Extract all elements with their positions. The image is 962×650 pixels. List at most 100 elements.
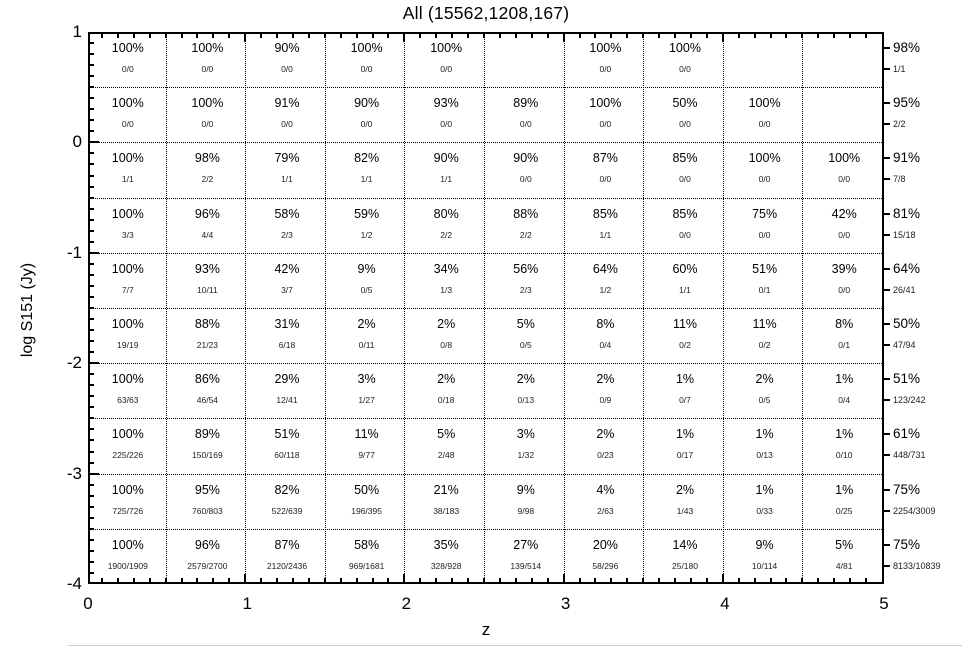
y-axis-tick [90, 229, 94, 232]
x-axis-tick [307, 578, 310, 582]
row-total: 98% 1/1 [893, 32, 962, 87]
x-axis-tick [132, 578, 135, 582]
cell-fraction: 0/0 [121, 64, 134, 74]
grid-cell: 79% 1/1 [247, 142, 327, 197]
x-axis-tick [833, 34, 836, 38]
cell-percent: 100% [111, 261, 144, 276]
grid-line-horizontal [90, 528, 882, 530]
y-axis-tick [90, 516, 94, 519]
grid-cell: 100% 19/19 [88, 308, 168, 363]
y-tick-label: -1 [66, 242, 82, 262]
plot-frame: 100% 0/0 100% 0/0 90% 0/0 100% 0/0 100% 0/0 100% 0/… [88, 32, 884, 584]
x-axis-tick [116, 34, 119, 38]
grid-cell: 2% 0/13 [486, 363, 566, 418]
right-axis-tick [883, 344, 890, 346]
cell-fraction: 63/63 [117, 395, 139, 406]
cell-fraction: 0/17 [676, 450, 694, 461]
grid-cell: 51% 0/1 [725, 253, 805, 308]
cell-fraction: 1/1 [360, 174, 373, 185]
grid-cell: 89% 150/169 [168, 418, 248, 473]
cell-fraction: 2/2 [519, 229, 532, 240]
x-axis-tick [403, 574, 406, 582]
x-axis-tick [865, 34, 868, 38]
y-axis-tick [90, 185, 94, 188]
cell-percent: 85% [592, 206, 618, 221]
cell-percent: 100% [111, 372, 144, 387]
cell-percent: 11% [354, 427, 379, 442]
cell-fraction: 4/81 [835, 560, 853, 571]
cell-percent: 1% [835, 427, 854, 442]
cell-fraction: 0/0 [281, 64, 293, 74]
grid-cell: 98% 2/2 [168, 142, 248, 197]
y-axis-tick [90, 472, 99, 475]
row-total-percent: 50% [893, 316, 921, 331]
cell-percent: 1% [675, 372, 695, 387]
cell-fraction: 0/33 [756, 505, 773, 516]
y-axis-tick [90, 505, 94, 508]
cell-fraction: 0/0 [679, 119, 691, 130]
row-total: 61% 448/731 [893, 418, 962, 473]
y-axis-tick [90, 571, 94, 574]
cell-fraction: 0/0 [758, 174, 771, 185]
x-axis-tick [148, 34, 151, 38]
right-axis-tick [883, 267, 890, 270]
cell-percent: 9% [755, 537, 774, 552]
grid-cell: 89% 0/0 [486, 87, 566, 142]
grid-cell: 1% 0/25 [804, 474, 884, 529]
right-axis-tick [883, 68, 890, 70]
cell-percent: 14% [672, 537, 698, 552]
cell-fraction: 25/180 [671, 560, 698, 571]
cell-fraction: 3/7 [281, 284, 293, 295]
row-total-fraction: 1/1 [893, 64, 906, 74]
grid-line-horizontal [90, 197, 882, 199]
grid-cell: 8% 0/1 [804, 308, 884, 363]
x-axis-tick [785, 34, 788, 38]
x-axis-tick [419, 578, 422, 582]
x-axis-tick [260, 34, 263, 38]
cell-percent: 90% [274, 41, 300, 55]
cell-fraction: 1/2 [360, 229, 373, 240]
row-total-percent: 75% [893, 536, 921, 552]
y-axis-tick [90, 262, 94, 265]
cell-fraction: 725/726 [112, 505, 144, 516]
cell-percent: 100% [589, 41, 622, 55]
cell-fraction: 1/43 [676, 505, 694, 516]
y-axis-tick [90, 273, 94, 276]
grid-cell: 82% 1/1 [327, 142, 407, 197]
x-axis-tick [100, 578, 103, 582]
cell-fraction: 7/7 [121, 284, 134, 295]
y-axis-tick [90, 329, 94, 332]
cell-percent: 90% [513, 151, 539, 166]
grid-cell: 100% 0/0 [566, 87, 646, 142]
cell-percent: 100% [111, 537, 144, 552]
cell-percent: 2% [437, 372, 456, 387]
cell-fraction: 0/23 [597, 450, 614, 461]
row-total-percent: 51% [893, 371, 921, 387]
x-axis-tick [689, 578, 692, 582]
grid-cell: 100% 0/0 [566, 32, 646, 87]
cell-fraction: 139/514 [510, 560, 542, 571]
grid-cell: 1% 0/17 [645, 418, 725, 473]
y-axis-tick [90, 75, 94, 78]
grid-cell: 96% 2579/2700 [168, 529, 248, 584]
grid-cell: 5% 0/5 [486, 308, 566, 363]
x-axis-tick [833, 578, 836, 582]
x-axis-tick [514, 578, 517, 582]
cell-fraction: 0/0 [838, 229, 851, 240]
cell-percent: 93% [194, 261, 220, 276]
row-total: 91% 7/8 [893, 142, 962, 197]
grid-cell: 82% 522/639 [247, 474, 327, 529]
x-axis-tick [801, 578, 804, 582]
y-axis-tick [90, 64, 94, 67]
y-axis-tick [90, 196, 94, 199]
grid-cell: 88% 2/2 [486, 198, 566, 253]
x-axis-tick [610, 34, 613, 38]
x-axis-tick [228, 34, 231, 38]
x-axis-tick [435, 34, 438, 38]
x-axis-tick [260, 578, 263, 582]
right-axis-tick [883, 378, 890, 381]
cell-fraction: 2/2 [440, 229, 453, 240]
grid-cell: 75% 0/0 [725, 198, 805, 253]
cell-percent: 100% [668, 41, 701, 55]
